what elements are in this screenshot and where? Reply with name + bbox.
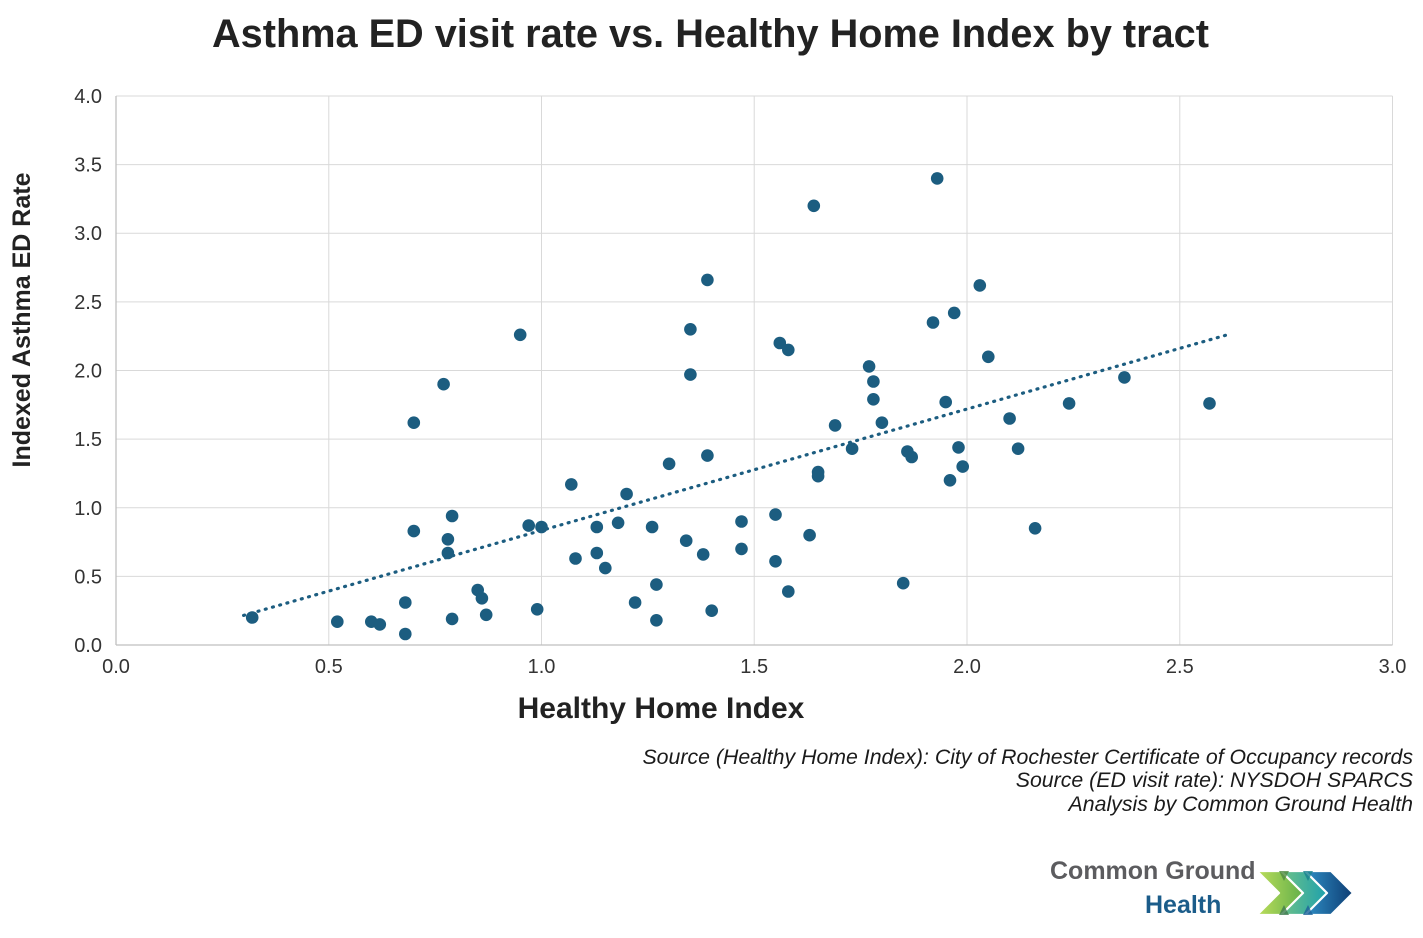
svg-text:0.5: 0.5 [74, 566, 102, 588]
svg-text:3.5: 3.5 [74, 155, 102, 177]
svg-text:2.5: 2.5 [74, 292, 102, 314]
svg-text:4.0: 4.0 [74, 86, 102, 108]
svg-text:0.0: 0.0 [102, 656, 130, 678]
svg-text:0.0: 0.0 [74, 635, 102, 657]
svg-text:3.0: 3.0 [74, 223, 102, 245]
svg-text:1.5: 1.5 [740, 656, 768, 678]
svg-text:3.0: 3.0 [1379, 656, 1407, 678]
svg-text:Common Ground: Common Ground [1050, 857, 1256, 885]
svg-text:2.5: 2.5 [1166, 656, 1194, 678]
svg-text:Health: Health [1145, 891, 1221, 919]
svg-text:2.0: 2.0 [74, 361, 102, 383]
svg-text:1.0: 1.0 [74, 498, 102, 520]
svg-text:2.0: 2.0 [953, 656, 981, 678]
svg-text:1.5: 1.5 [74, 429, 102, 451]
svg-text:0.5: 0.5 [315, 656, 343, 678]
svg-text:1.0: 1.0 [528, 656, 556, 678]
